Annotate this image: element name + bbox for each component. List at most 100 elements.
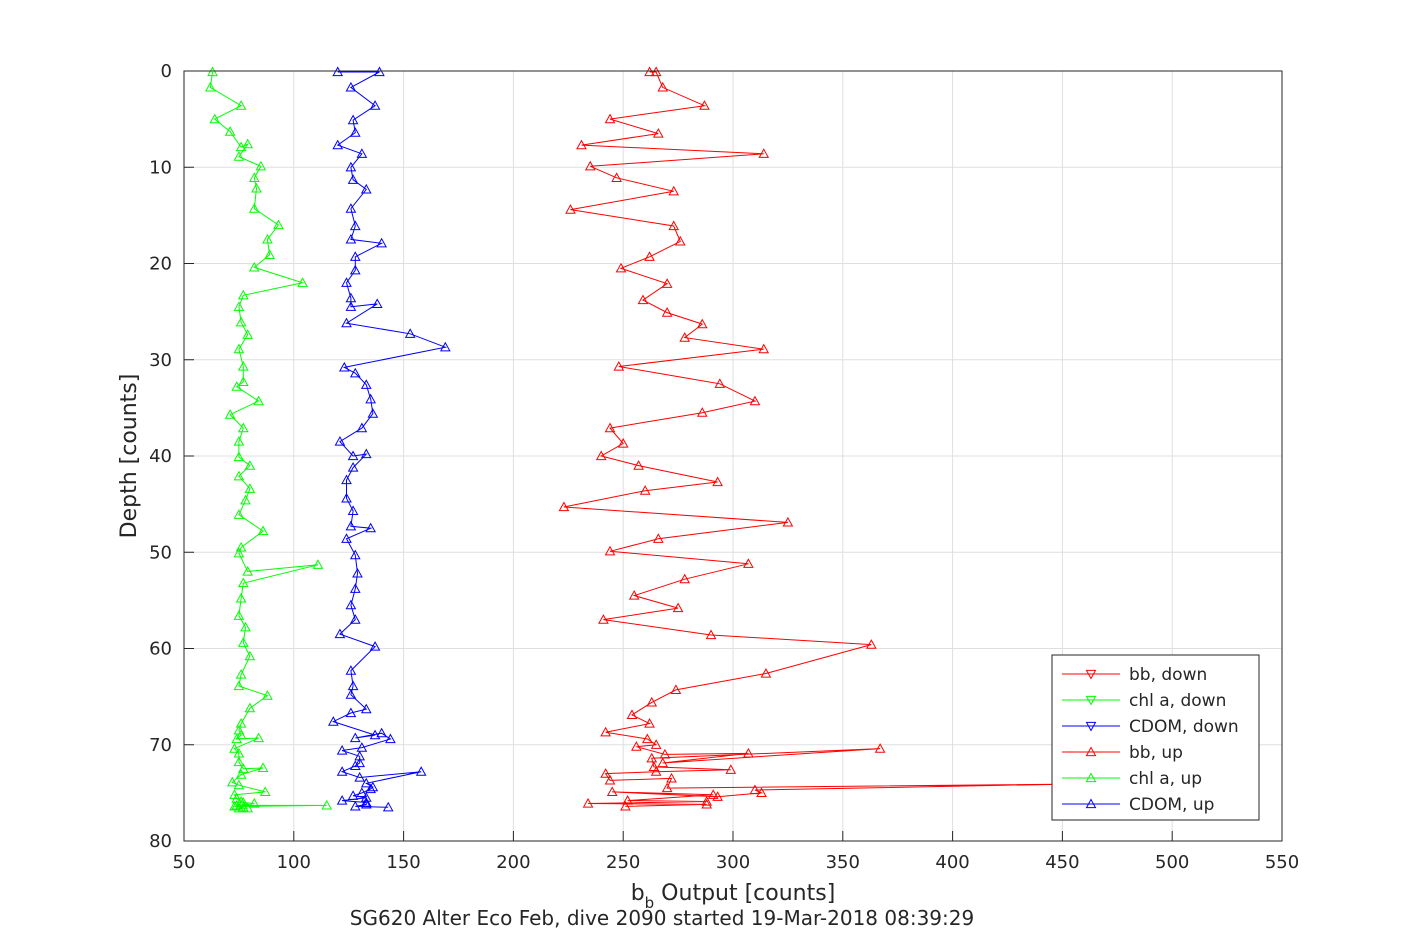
data-point bbox=[233, 680, 245, 691]
data-point bbox=[233, 301, 245, 311]
data-point bbox=[244, 650, 256, 661]
data-point bbox=[244, 702, 256, 713]
data-point bbox=[604, 422, 616, 433]
data-point bbox=[701, 796, 712, 806]
data-point bbox=[365, 522, 377, 533]
data-point bbox=[262, 233, 273, 244]
legend-label: chl a, down bbox=[1129, 691, 1226, 711]
data-point bbox=[237, 376, 249, 386]
data-point bbox=[371, 298, 383, 309]
data-point bbox=[707, 789, 719, 799]
data-point bbox=[360, 798, 372, 809]
figure-caption: SG620 Alter Eco Feb, dive 2090 started 1… bbox=[350, 906, 974, 930]
x-axis-label-subscript: b bbox=[645, 894, 655, 912]
data-point bbox=[758, 343, 770, 354]
data-point bbox=[259, 786, 271, 797]
data-point bbox=[644, 251, 655, 261]
data-point bbox=[345, 520, 357, 531]
data-point bbox=[345, 301, 357, 311]
data-point bbox=[233, 610, 245, 620]
x-tick-label: 400 bbox=[935, 852, 969, 873]
data-point bbox=[257, 525, 269, 536]
legend-swatch-marker bbox=[1085, 695, 1097, 706]
data-point bbox=[297, 277, 308, 287]
data-point bbox=[631, 741, 642, 751]
x-tick-label: 250 bbox=[606, 852, 640, 873]
x-tick-label: 550 bbox=[1265, 852, 1299, 873]
data-point bbox=[439, 341, 451, 352]
data-point bbox=[369, 729, 381, 740]
data-point bbox=[233, 756, 245, 767]
data-point bbox=[699, 100, 710, 110]
data-point bbox=[600, 768, 611, 778]
data-point bbox=[262, 690, 273, 700]
x-axis-label-main: b bbox=[631, 881, 645, 906]
data-point bbox=[376, 237, 387, 248]
data-point bbox=[369, 641, 381, 651]
data-point bbox=[235, 796, 247, 806]
data-point bbox=[349, 614, 361, 624]
y-tick-label: 60 bbox=[149, 639, 172, 660]
data-point bbox=[367, 408, 379, 418]
data-point bbox=[611, 172, 622, 182]
data-point bbox=[617, 437, 629, 448]
data-point bbox=[349, 367, 361, 378]
data-point bbox=[756, 787, 767, 797]
data-point bbox=[652, 533, 664, 543]
data-point bbox=[360, 796, 372, 807]
data-point bbox=[650, 739, 662, 749]
x-axis-label: bb Output [counts] bbox=[631, 881, 836, 912]
data-point bbox=[248, 203, 260, 213]
data-point bbox=[659, 748, 671, 759]
legend-swatch-marker bbox=[1085, 721, 1097, 732]
data-point bbox=[354, 771, 366, 782]
y-tick-label: 30 bbox=[149, 350, 172, 371]
data-point bbox=[334, 628, 346, 639]
data-point bbox=[349, 732, 361, 743]
data-point bbox=[576, 139, 587, 150]
data-point bbox=[233, 547, 245, 558]
data-point bbox=[226, 776, 238, 787]
data-point bbox=[341, 474, 352, 485]
legend-swatch-marker bbox=[1085, 798, 1097, 809]
legend-label: bb, down bbox=[1129, 665, 1207, 685]
data-point bbox=[237, 637, 249, 647]
x-tick-label: 500 bbox=[1155, 852, 1189, 873]
data-point bbox=[874, 743, 886, 753]
data-point bbox=[235, 541, 247, 552]
data-point bbox=[360, 777, 372, 788]
data-point bbox=[336, 744, 348, 755]
data-point bbox=[644, 66, 655, 77]
data-point bbox=[248, 261, 260, 272]
legend-item-bb-up: bb, up bbox=[1062, 743, 1183, 763]
data-point bbox=[242, 565, 254, 576]
data-point bbox=[749, 395, 761, 406]
data-point bbox=[264, 249, 275, 259]
data-point bbox=[273, 219, 284, 230]
data-point bbox=[321, 799, 333, 810]
data-point bbox=[255, 160, 267, 171]
x-tick-label: 50 bbox=[173, 852, 196, 873]
data-point bbox=[360, 448, 372, 459]
data-point bbox=[385, 733, 396, 744]
data-point bbox=[760, 667, 772, 678]
data-point bbox=[312, 559, 324, 569]
data-point bbox=[633, 460, 644, 470]
data-point bbox=[652, 128, 664, 138]
data-point bbox=[367, 781, 379, 792]
data-point bbox=[354, 757, 366, 768]
data-point bbox=[257, 762, 269, 772]
data-point bbox=[661, 278, 673, 288]
data-point bbox=[224, 409, 236, 419]
data-point bbox=[251, 182, 262, 193]
data-point bbox=[657, 81, 669, 92]
data-point bbox=[345, 161, 357, 172]
data-point bbox=[376, 727, 387, 738]
legend-item-chl-a-down: chl a, down bbox=[1062, 691, 1226, 711]
data-point bbox=[582, 797, 594, 808]
data-point bbox=[701, 798, 712, 809]
data-point bbox=[637, 294, 649, 305]
data-point bbox=[415, 766, 427, 776]
data-point bbox=[347, 114, 359, 125]
data-point bbox=[332, 66, 344, 77]
